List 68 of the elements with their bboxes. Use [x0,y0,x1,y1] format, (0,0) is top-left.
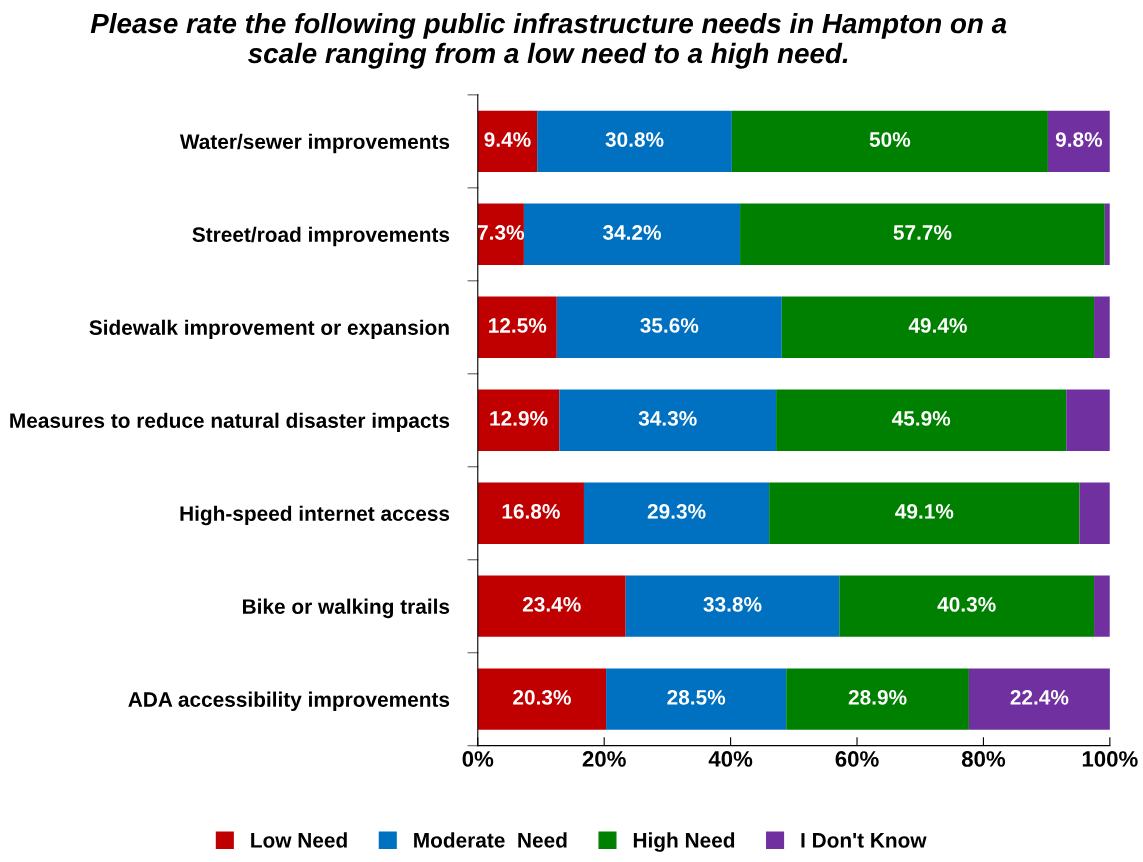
y-tick-label: High-speed internet access [180,505,450,526]
data-label: 49.4% [908,318,967,333]
x-tick-label: 100% [1082,751,1138,767]
y-tick-label: Bike or walking trails [243,598,450,619]
bar [839,575,1095,637]
x-tick-label: 80% [961,751,1006,767]
bar [776,389,1067,451]
data-label: 35.6% [640,318,699,333]
bar [740,203,1105,265]
bar [559,389,777,451]
bar [477,575,626,637]
data-label: 33.8% [703,597,762,612]
data-label: 45.9% [891,411,951,426]
data-label: 49.1% [895,504,954,519]
bar [477,203,524,265]
y-tick-label: Sidewalk improvement or expansion [89,319,449,340]
data-label: 34.2% [602,225,661,240]
bar [625,575,840,637]
bar [477,296,557,358]
bar [731,110,1048,172]
bar [769,482,1080,544]
bar [606,668,787,730]
x-tick-label: 60% [835,751,879,767]
data-label: 16.8% [502,504,560,519]
data-label: 20.3% [513,689,571,705]
bar [1047,110,1110,172]
bar [477,482,584,544]
data-label: 57.7% [893,225,952,240]
data-label: 12.9% [490,411,548,426]
bar [968,668,1110,730]
y-tick-label: Street/road improvements [192,226,450,247]
bar [781,296,1095,358]
data-label: 34.3% [638,411,697,426]
x-tick-label: 0% [462,751,494,767]
x-tick-label: 20% [582,751,626,767]
x-tick-label: 40% [708,751,753,767]
data-label: 29.3% [647,504,706,519]
bar [477,668,607,730]
y-tick-label: ADA accessibility improvements [128,691,450,712]
data-label: 23.4% [522,597,581,612]
y-tick-label: Measures to reduce natural disaster impacts [10,412,450,433]
bar [583,482,770,544]
data-label: 30.8% [605,132,664,147]
legend-label: Low Need [251,832,347,848]
y-tick-label: Water/sewer improvements [179,133,450,154]
data-label: 12.5% [489,318,547,333]
bar [537,110,732,172]
bar [1094,296,1110,358]
chart-title: Please rate the following public infrastructure needs in Hampton on a scale ranging from a low need to a high need. [90,12,1007,69]
legend-label: High Need [633,832,735,852]
bar [786,668,969,730]
bar [1066,389,1110,451]
data-label: 9.8% [1055,132,1103,147]
data-label: 9.4% [484,132,531,147]
bar [477,389,560,451]
legend-label: Moderate Need [414,832,567,848]
data-label: 28.9% [848,689,907,705]
bar [523,203,741,265]
data-label: 7.3% [478,225,525,240]
data-label: 22.4% [1010,689,1069,705]
legend-label: I Don't Know [801,833,927,848]
bar [477,110,538,172]
bar [556,296,782,358]
bar [1079,482,1110,544]
data-label: 40.3% [937,597,996,612]
data-label: 28.5% [667,689,726,705]
data-label: 50% [869,132,911,147]
bar [1094,575,1110,637]
